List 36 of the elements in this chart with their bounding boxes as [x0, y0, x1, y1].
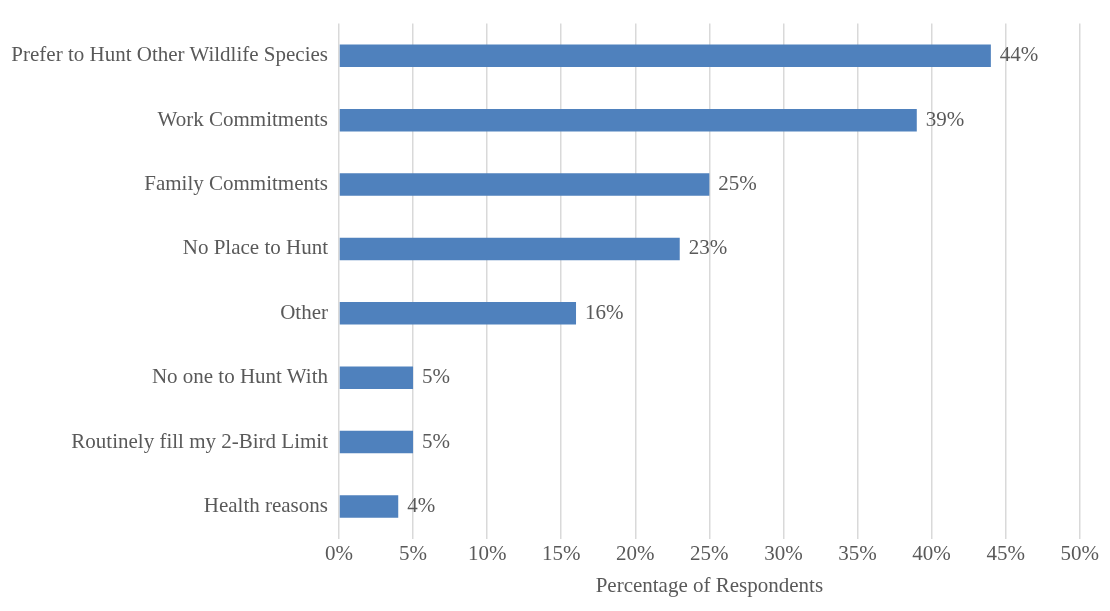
bar — [339, 495, 399, 518]
x-tick-label: 10% — [467, 540, 507, 565]
y-tick-label: Health reasons — [203, 492, 328, 517]
bar — [339, 173, 710, 196]
bar — [339, 237, 680, 261]
x-tick-label: 30% — [764, 540, 803, 565]
x-tick-label: 15% — [541, 540, 581, 565]
data-label: 5% — [422, 364, 451, 389]
data-label: 4% — [407, 492, 436, 517]
bar — [339, 430, 414, 454]
x-tick-label: 45% — [986, 540, 1025, 565]
y-tick-label: Work Commitments — [157, 106, 328, 131]
data-label: 5% — [422, 428, 451, 453]
x-axis-title: Percentage of Respondents — [595, 572, 824, 597]
y-tick-label: No Place to Hunt — [182, 235, 329, 260]
x-tick-label: 40% — [912, 540, 951, 565]
x-tick-label: 0% — [324, 540, 353, 565]
x-tick-label: 20% — [616, 540, 655, 565]
data-label: 25% — [718, 171, 757, 196]
y-tick-label: Routinely fill my 2-Bird Limit — [71, 428, 329, 453]
data-label: 39% — [925, 106, 965, 131]
bar — [339, 302, 577, 325]
data-label: 44% — [999, 42, 1039, 67]
data-label: 16% — [585, 299, 624, 324]
x-tick-label: 5% — [399, 540, 428, 565]
y-tick-label: Prefer to Hunt Other Wildlife Species — [11, 42, 328, 67]
x-tick-label: 35% — [838, 540, 877, 565]
y-tick-label: No one to Hunt With — [151, 364, 329, 389]
bar — [339, 44, 991, 68]
x-tick-label: 50% — [1060, 540, 1099, 565]
y-tick-label: Other — [280, 299, 328, 324]
x-tick-label: 25% — [690, 540, 729, 565]
bar — [339, 108, 917, 132]
y-tick-label: Family Commitments — [144, 171, 328, 196]
data-label: 23% — [688, 235, 728, 260]
bar — [339, 366, 414, 389]
